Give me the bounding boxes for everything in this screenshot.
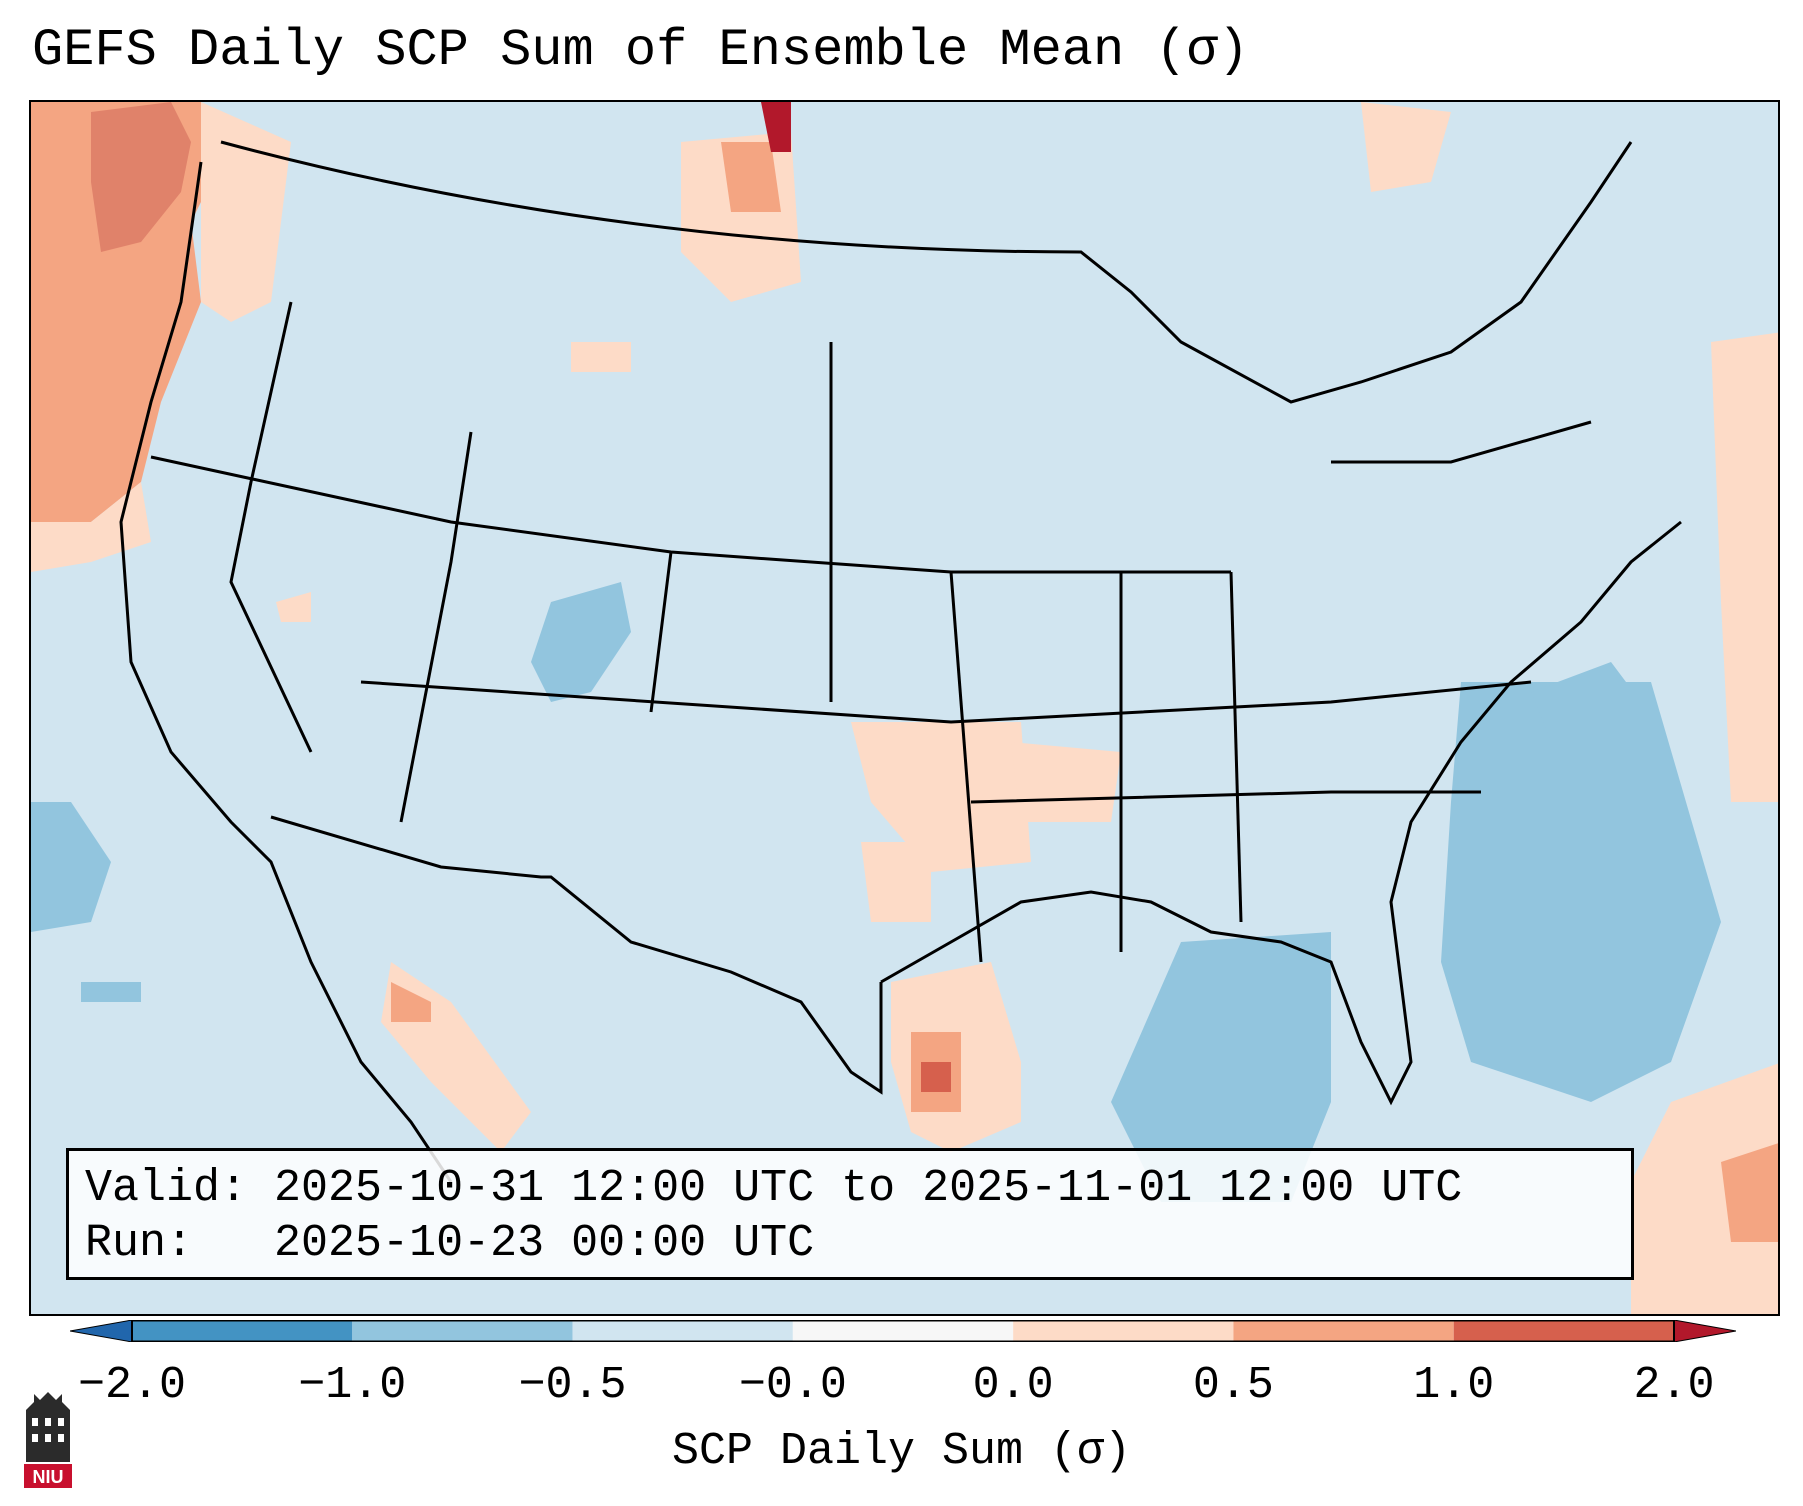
state-line-1 xyxy=(150,455,1231,574)
pacific-cool-2 xyxy=(81,982,141,1002)
state-line-10 xyxy=(1331,420,1592,464)
colorbar-bin xyxy=(1233,1320,1454,1342)
texas-central-light xyxy=(861,842,931,922)
colorbar-bin xyxy=(352,1320,573,1342)
colorbar-extend-high xyxy=(1673,1320,1736,1342)
pacific-northwest-strong xyxy=(91,102,191,252)
nevada-spot xyxy=(276,592,311,622)
colorbar-tick-label: −0.5 xyxy=(518,1360,627,1411)
colorbar-bin xyxy=(792,1320,1014,1342)
colorado-cool xyxy=(531,582,631,702)
pacific-coast xyxy=(119,161,453,1183)
mexico-border xyxy=(270,815,883,1095)
atlantic-warm xyxy=(1711,332,1778,802)
state-line-2 xyxy=(360,680,1532,724)
valid-label: Valid: xyxy=(85,1163,248,1214)
state-line-4 xyxy=(399,431,473,823)
us-canada-border xyxy=(220,140,1633,404)
colorbar xyxy=(70,1320,1736,1342)
state-line-11 xyxy=(970,790,1481,804)
colorbar-tick-label: 0.5 xyxy=(1192,1360,1274,1411)
colorbar-bin xyxy=(1013,1320,1234,1342)
logo-text: NIU xyxy=(33,1467,64,1487)
colorbar-extend-low xyxy=(70,1320,133,1342)
colorbar-tick-label: −2.0 xyxy=(77,1360,187,1411)
colorbar-bin xyxy=(132,1320,353,1342)
new-england-light xyxy=(1361,102,1451,192)
niu-logo: NIU xyxy=(24,1392,72,1488)
boundary-lines xyxy=(119,140,1682,1183)
pacific-coast-light xyxy=(31,482,151,572)
run-value: 2025-10-23 00:00 UTC xyxy=(274,1218,815,1269)
colorbar-tick-label: 1.0 xyxy=(1413,1360,1495,1411)
run-row: Run: 2025-10-23 00:00 UTC xyxy=(85,1216,1615,1271)
map-panel xyxy=(29,100,1780,1316)
atlantic-cool-ne xyxy=(1531,662,1641,742)
colorbar-bin xyxy=(1453,1320,1674,1342)
valid-row: Valid: 2025-10-31 12:00 UTC to 2025-11-0… xyxy=(85,1161,1615,1216)
atlantic-cool xyxy=(1441,682,1721,1102)
valid-run-info-box: Valid: 2025-10-31 12:00 UTC to 2025-11-0… xyxy=(66,1148,1634,1280)
canada-strong xyxy=(721,142,781,212)
colorbar-label: SCP Daily Sum (σ) xyxy=(671,1426,1132,1477)
map-svg xyxy=(31,102,1778,1314)
gulf-cool xyxy=(1111,932,1331,1202)
gulf-coast xyxy=(880,520,1682,1106)
negative-anomaly-areas xyxy=(31,582,1721,1202)
texas-coast-strong xyxy=(921,1062,951,1092)
colorbar-tick-label: −1.0 xyxy=(298,1360,407,1411)
logo-tower xyxy=(26,1392,70,1462)
canada-spot xyxy=(761,102,791,152)
colorbar-tick-label: 0.0 xyxy=(972,1360,1054,1411)
montana-spots xyxy=(571,342,631,372)
mexico-west-warm xyxy=(391,982,431,1022)
colorbar-tick-label: −0.0 xyxy=(738,1360,847,1411)
caribbean-warm xyxy=(1721,1143,1778,1242)
pacific-northwest-warm xyxy=(31,102,221,522)
arkansas-light xyxy=(1011,742,1121,822)
west-washington-light xyxy=(201,102,291,322)
state-line-5 xyxy=(949,571,983,963)
colorbar-bin xyxy=(572,1320,793,1342)
colorbar-outline xyxy=(131,1320,1675,1342)
run-label: Run: xyxy=(85,1218,194,1269)
chart-title: GEFS Daily SCP Sum of Ensemble Mean (σ) xyxy=(32,21,1249,80)
caribbean-light xyxy=(1631,1063,1778,1314)
colorbar-tick-label: 2.0 xyxy=(1633,1360,1715,1411)
valid-value: 2025-10-31 12:00 UTC to 2025-11-01 12:00… xyxy=(274,1163,1463,1214)
state-line-7 xyxy=(1229,571,1243,923)
oklahoma-light xyxy=(851,722,1031,872)
state-line-3 xyxy=(649,551,673,713)
state-line-9 xyxy=(229,301,313,753)
pacific-cool xyxy=(31,802,111,932)
positive-anomaly-areas xyxy=(31,102,1778,1314)
